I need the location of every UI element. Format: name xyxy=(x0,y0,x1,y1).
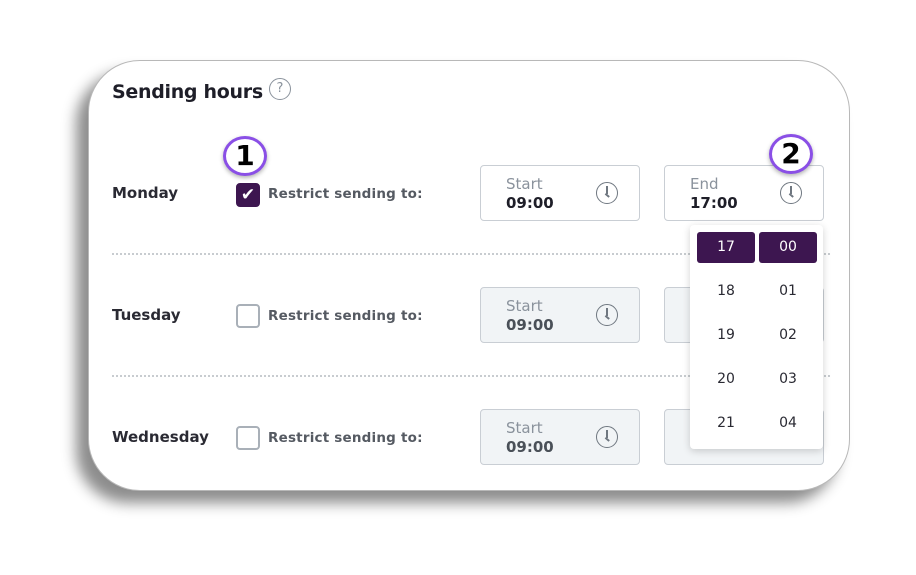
hour-option[interactable]: 17 xyxy=(697,232,755,263)
start-value: 09:00 xyxy=(506,194,554,212)
clock-icon[interactable] xyxy=(780,182,802,204)
start-label: Start xyxy=(506,175,543,193)
tuesday-restrict-checkbox[interactable] xyxy=(236,304,260,328)
hour-option[interactable]: 21 xyxy=(717,415,735,431)
start-value: 09:00 xyxy=(506,316,554,334)
minute-option[interactable]: 02 xyxy=(779,327,797,343)
minute-option[interactable]: 01 xyxy=(779,283,797,299)
end-label: End xyxy=(690,175,719,193)
hour-option[interactable]: 18 xyxy=(717,283,735,299)
day-label-tuesday: Tuesday xyxy=(112,306,181,324)
divider xyxy=(112,253,830,255)
help-icon[interactable]: ? xyxy=(269,78,291,100)
minute-option[interactable]: 04 xyxy=(779,415,797,431)
wednesday-restrict-label[interactable]: Restrict sending to: xyxy=(268,430,423,446)
monday-restrict-label[interactable]: Restrict sending to: xyxy=(268,186,423,202)
monday-end-input[interactable]: End 17:00 xyxy=(664,165,824,221)
end-value: 17:00 xyxy=(690,194,738,212)
time-picker-dropdown: 17 18 19 20 21 00 01 02 03 04 xyxy=(690,225,823,449)
hour-option[interactable]: 20 xyxy=(717,371,735,387)
minute-option[interactable]: 03 xyxy=(779,371,797,387)
clock-icon xyxy=(596,426,618,448)
wednesday-restrict-checkbox[interactable] xyxy=(236,426,260,450)
tuesday-restrict-label[interactable]: Restrict sending to: xyxy=(268,308,423,324)
start-label: Start xyxy=(506,419,543,437)
step-badge-2: 2 xyxy=(769,134,813,174)
step-badge-1: 1 xyxy=(223,136,267,176)
section-title: Sending hours xyxy=(112,81,263,103)
start-label: Start xyxy=(506,297,543,315)
monday-start-input[interactable]: Start 09:00 xyxy=(480,165,640,221)
divider xyxy=(112,375,830,377)
clock-icon[interactable] xyxy=(596,182,618,204)
day-label-monday: Monday xyxy=(112,184,179,202)
minute-option[interactable]: 00 xyxy=(759,232,817,263)
start-value: 09:00 xyxy=(506,438,554,456)
tuesday-start-input: Start 09:00 xyxy=(480,287,640,343)
clock-icon xyxy=(596,304,618,326)
monday-restrict-checkbox[interactable]: ✔ xyxy=(236,183,260,207)
hour-option[interactable]: 19 xyxy=(717,327,735,343)
wednesday-start-input: Start 09:00 xyxy=(480,409,640,465)
day-label-wednesday: Wednesday xyxy=(112,428,209,446)
